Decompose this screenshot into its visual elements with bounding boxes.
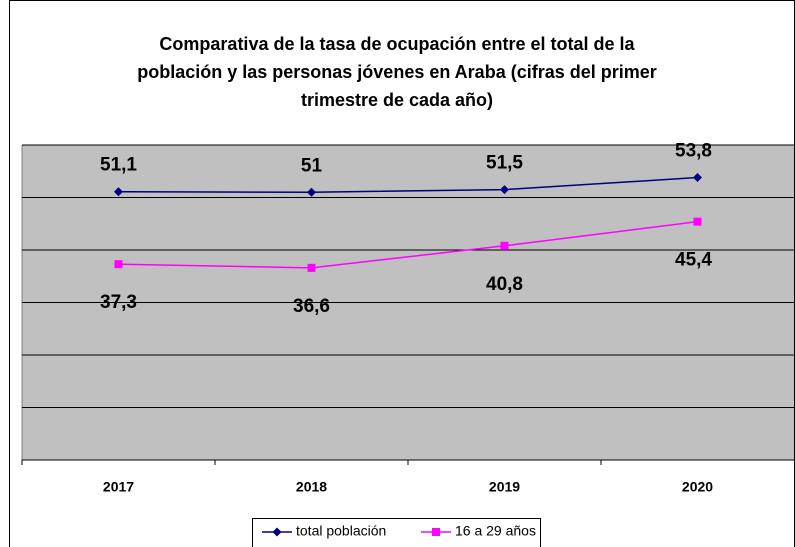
point <box>500 185 509 195</box>
data-label: 45,4 <box>675 250 712 271</box>
x-tick-label: 2019 <box>489 479 520 495</box>
data-label: 51 <box>301 155 323 176</box>
data-label: 36,6 <box>293 296 330 317</box>
legend-label: total población <box>296 523 386 539</box>
legend-label: 16 a 29 años <box>455 523 536 539</box>
series-line <box>118 220 698 269</box>
data-label: 51,1 <box>100 155 137 176</box>
x-tick-label: 2020 <box>682 479 713 495</box>
x-tick-label: 2018 <box>296 479 327 495</box>
chart-title: Comparativa de la tasa de ocupación entr… <box>159 34 635 54</box>
legend-marker <box>432 528 440 536</box>
point <box>307 263 316 272</box>
data-label: 51,5 <box>486 153 523 174</box>
data-label: 53,8 <box>675 141 712 162</box>
chart-title: población y las personas jóvenes en Arab… <box>137 62 657 82</box>
series-line <box>118 176 698 194</box>
x-tick-label: 2017 <box>103 479 134 495</box>
point <box>693 217 702 226</box>
point <box>114 260 123 269</box>
chart-title: trimestre de cada año) <box>301 90 493 110</box>
data-label: 37,3 <box>100 292 137 313</box>
data-label: 40,8 <box>486 274 523 295</box>
point <box>114 187 123 197</box>
point <box>693 173 702 183</box>
point <box>307 187 316 197</box>
legend-marker <box>272 527 282 537</box>
legend-box <box>252 518 541 547</box>
point <box>500 241 509 250</box>
